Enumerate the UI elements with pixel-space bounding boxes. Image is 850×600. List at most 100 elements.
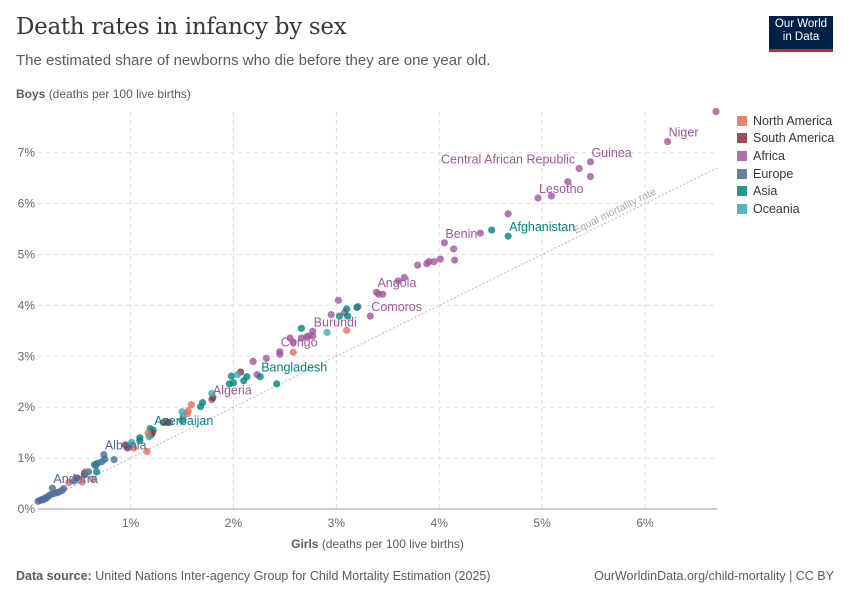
legend-item[interactable]: South America xyxy=(737,130,834,148)
data-point-africa xyxy=(394,277,402,285)
data-point-europe xyxy=(42,494,50,502)
legend-label: Africa xyxy=(753,148,785,163)
data-point-africa xyxy=(334,296,343,304)
point-label: Comoros xyxy=(371,300,422,314)
point-label: Bangladesh xyxy=(261,361,327,375)
data-point-oceania xyxy=(179,415,187,424)
data-point-africa xyxy=(575,164,583,173)
data-point-asia xyxy=(488,226,496,234)
data-point-north-america xyxy=(343,326,351,334)
legend-item[interactable]: Africa xyxy=(737,147,834,165)
legend-swatch xyxy=(737,133,747,144)
legend-item[interactable]: Europe xyxy=(737,165,834,183)
data-point-asia xyxy=(136,437,144,445)
data-point-africa xyxy=(430,258,438,266)
data-point-oceania xyxy=(208,389,216,398)
legend-label: Asia xyxy=(753,184,778,199)
data-point-africa xyxy=(249,357,257,365)
data-point-africa xyxy=(327,310,335,319)
data-point-africa xyxy=(379,290,387,298)
y-tick-label: 0% xyxy=(18,502,36,516)
data-point-europe xyxy=(100,450,108,459)
data-point-europe xyxy=(48,484,57,492)
data-point-north-america xyxy=(289,348,297,356)
x-tick-label: 1% xyxy=(122,516,140,530)
data-point-africa xyxy=(400,273,408,282)
source-link[interactable]: OurWorldinData.org/child-mortality | CC … xyxy=(594,569,834,583)
point-label: Afghanistan xyxy=(509,220,575,234)
data-point-africa xyxy=(564,178,572,186)
equal-mortality-line xyxy=(37,167,718,505)
x-tick-label: 5% xyxy=(533,516,551,530)
legend-label: Europe xyxy=(753,166,794,181)
owid-logo[interactable]: Our World in Data xyxy=(769,16,833,52)
data-point-north-america xyxy=(143,447,151,456)
data-point-asia xyxy=(227,372,236,380)
legend-item[interactable]: Oceania xyxy=(737,200,834,218)
data-point-south-america xyxy=(123,444,132,452)
point-label: Congo xyxy=(281,336,318,350)
data-point-asia xyxy=(93,468,101,476)
y-axis-label-bold: Boys xyxy=(16,87,46,101)
y-axis-label: Boys (deaths per 100 live births) xyxy=(16,87,191,101)
data-source-text: United Nations Inter-agency Group for Ch… xyxy=(95,569,491,583)
data-point-africa xyxy=(664,137,672,146)
data-point-africa xyxy=(440,239,448,247)
x-tick-label: 2% xyxy=(225,516,243,530)
point-label: Angola xyxy=(377,276,416,290)
x-tick-label: 3% xyxy=(328,516,346,530)
legend-swatch xyxy=(737,168,747,179)
point-label: Lesotho xyxy=(539,182,584,196)
data-point-europe xyxy=(70,477,78,485)
data-point-asia xyxy=(344,312,352,320)
y-tick-label: 4% xyxy=(18,298,36,312)
point-label: Benin xyxy=(445,227,477,241)
data-point-africa xyxy=(586,158,595,166)
legend-label: South America xyxy=(753,131,835,146)
data-point-oceania xyxy=(178,408,186,416)
legend-item[interactable]: Asia xyxy=(737,182,834,200)
data-point-north-america xyxy=(88,475,97,483)
x-axis-label-bold: Girls xyxy=(291,537,319,551)
point-label: Algeria xyxy=(213,384,252,398)
data-point-africa xyxy=(366,312,374,320)
point-label: Albania xyxy=(105,439,147,453)
data-point-asia xyxy=(343,305,351,313)
data-point-asia xyxy=(240,377,248,385)
data-point-africa xyxy=(423,260,431,268)
data-point-africa xyxy=(262,354,270,362)
point-label: Azerbaijan xyxy=(154,414,213,428)
legend-label: Oceania xyxy=(753,201,800,216)
legend-item[interactable]: North America xyxy=(737,112,834,130)
y-tick-label: 1% xyxy=(18,451,36,465)
data-point-africa xyxy=(547,192,555,200)
data-point-europe xyxy=(110,456,118,464)
data-point-north-america xyxy=(78,478,86,486)
data-point-asia xyxy=(504,232,512,240)
x-tick-label: 4% xyxy=(431,516,449,530)
legend-swatch xyxy=(737,115,747,126)
point-label: Burundi xyxy=(314,315,357,329)
data-point-africa xyxy=(712,107,720,116)
data-point-asia xyxy=(335,312,344,320)
y-tick-label: 5% xyxy=(18,248,36,262)
x-tick-label: 6% xyxy=(636,516,654,530)
data-point-africa xyxy=(276,350,284,358)
data-point-africa xyxy=(436,255,444,263)
data-point-africa xyxy=(414,261,422,269)
point-label: Guinea xyxy=(591,146,631,160)
point-label: Central African Republic xyxy=(441,152,575,166)
point-label: Niger xyxy=(669,126,699,140)
chart-subtitle: The estimated share of newborns who die … xyxy=(16,52,491,69)
data-point-africa xyxy=(309,332,317,340)
data-point-africa xyxy=(504,210,512,218)
logo-line-2: in Data xyxy=(782,31,820,43)
logo-line-1: Our World xyxy=(774,18,828,30)
data-point-europe xyxy=(58,487,66,495)
data-point-asia xyxy=(297,324,305,332)
legend: North America South America Africa Europe As… xyxy=(737,112,834,218)
data-point-asia xyxy=(196,403,205,411)
data-source-label: Data source: xyxy=(16,569,92,583)
y-tick-label: 6% xyxy=(18,197,36,211)
